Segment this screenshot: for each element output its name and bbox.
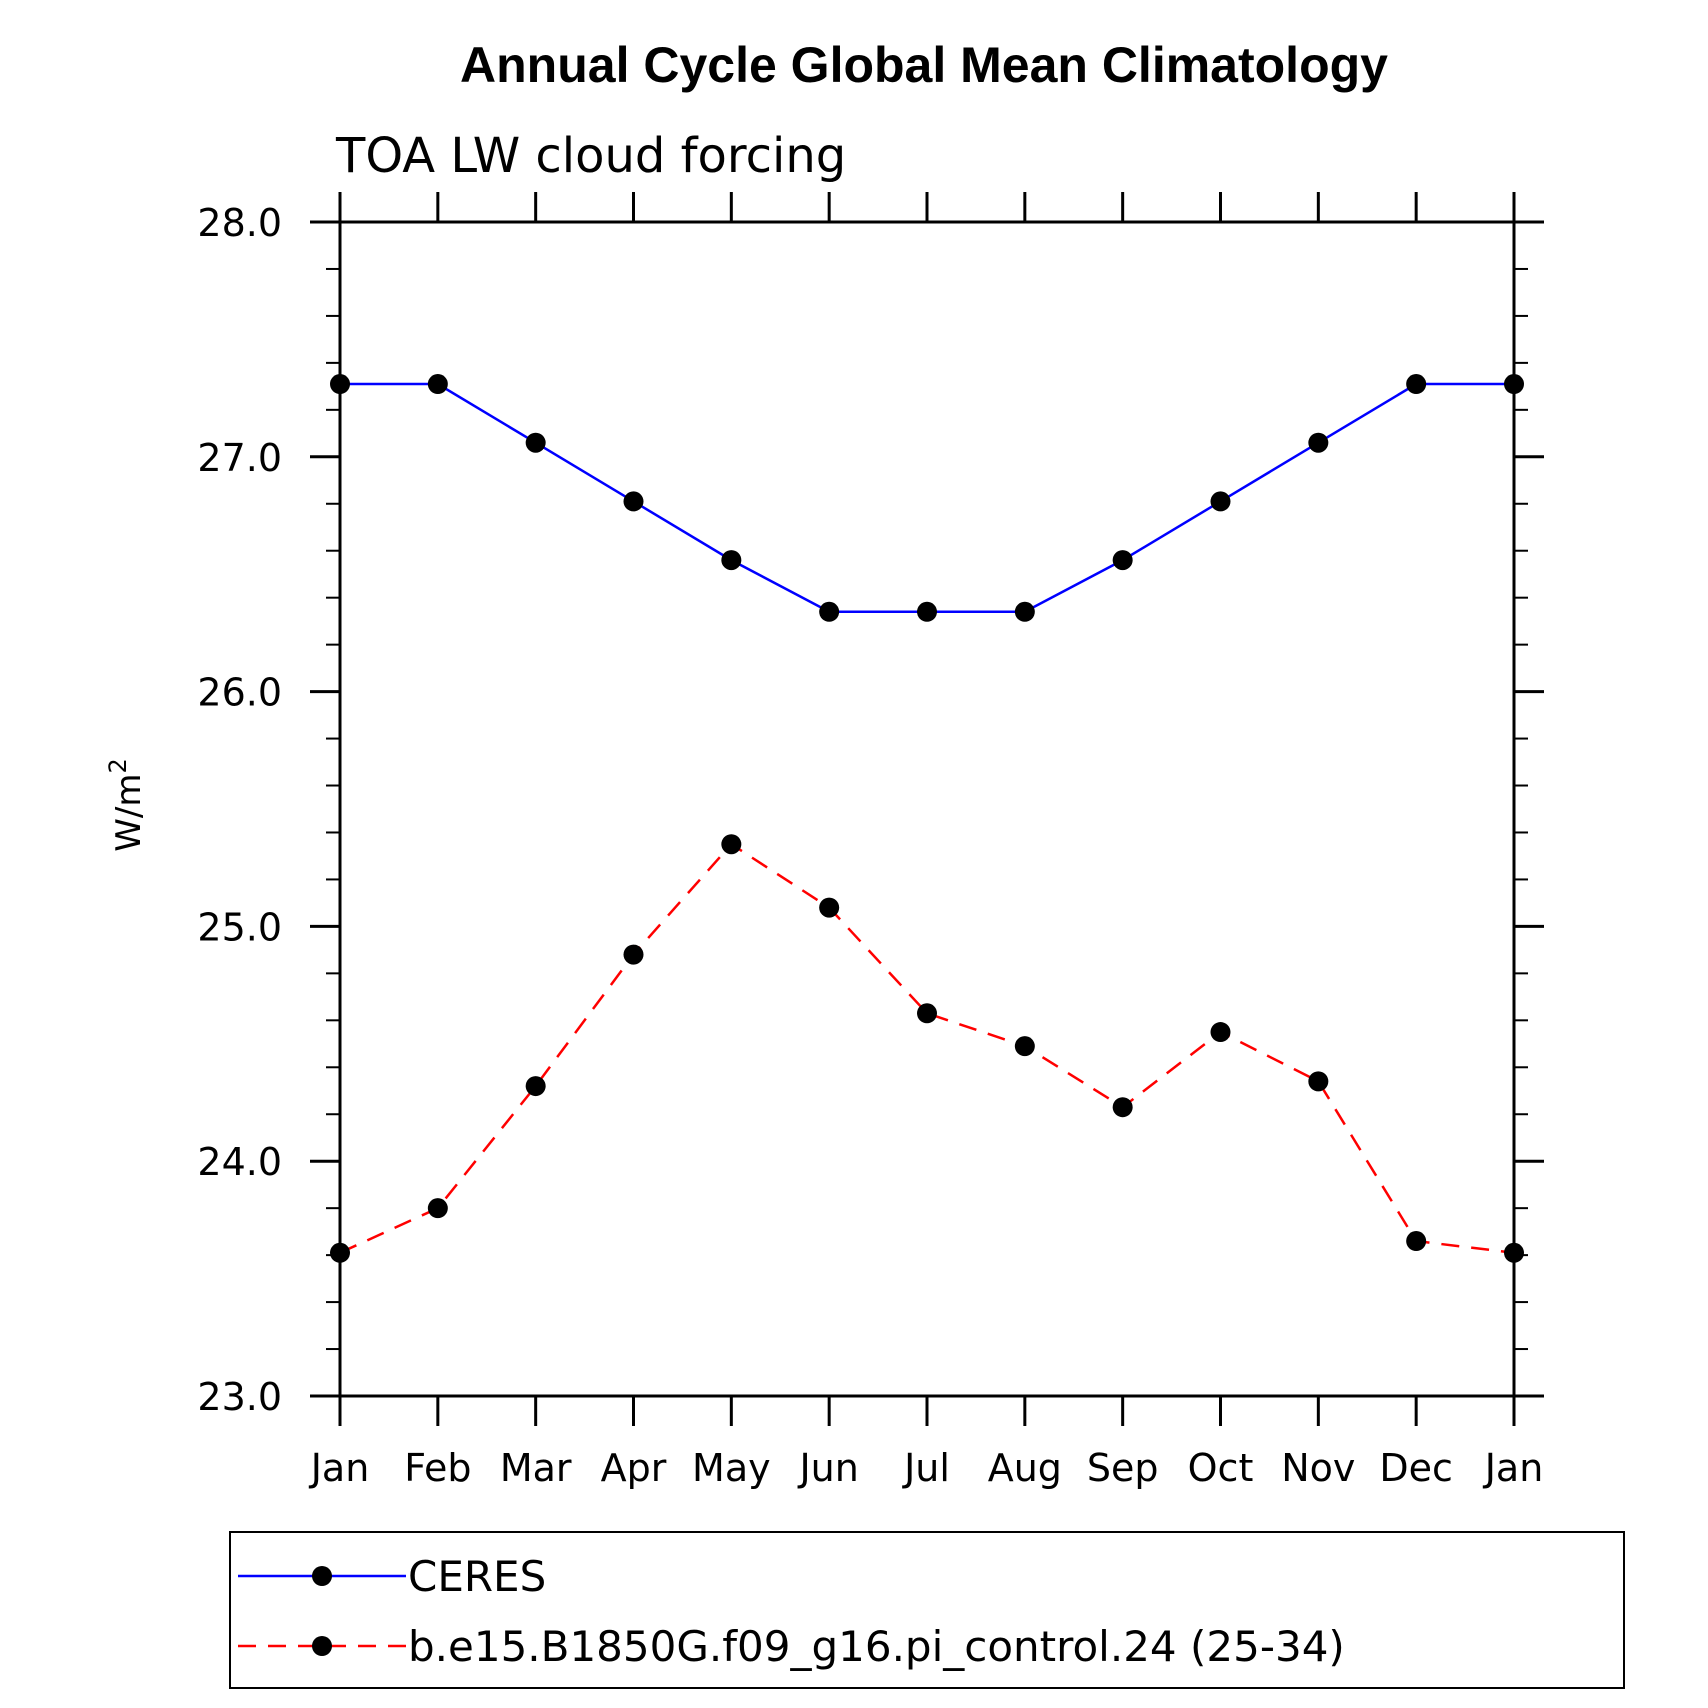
y-tick-label: 25.0 — [197, 905, 282, 949]
y-tick-label: 28.0 — [197, 201, 282, 245]
x-tick-label: Feb — [404, 1446, 471, 1490]
series-1-point — [1406, 1231, 1427, 1252]
series-1-point — [721, 834, 742, 855]
chart-subtitle: TOA LW cloud forcing — [335, 128, 846, 184]
series-1-point — [1112, 1097, 1133, 1118]
series-1-point — [427, 1198, 448, 1219]
y-axis-label-text: W/m — [109, 774, 149, 852]
series-1-point — [819, 897, 840, 918]
x-tick-label: Dec — [1379, 1446, 1453, 1490]
x-tick-label: Jul — [902, 1446, 950, 1490]
series-0-point — [1406, 374, 1427, 395]
series-1-point — [917, 1003, 937, 1024]
legend: CERES b.e15.B1850G.f09_g16.pi_control.24 … — [229, 1531, 1625, 1689]
y-tick-label: 24.0 — [197, 1140, 282, 1184]
series-0-point — [330, 374, 350, 395]
series-1-point — [1210, 1022, 1231, 1043]
plot-area: 23.0 24.0 25.0 26.0 27.0 28.0 Jan Feb Mar Apr May J… — [197, 192, 1544, 1490]
x-tick-label: Jan — [309, 1446, 370, 1490]
x-tick-label: Aug — [988, 1446, 1062, 1490]
series-1-point — [1308, 1071, 1329, 1092]
x-tick-label: Jun — [797, 1446, 858, 1490]
legend-label-1: b.e15.B1850G.f09_g16.pi_control.24 (25-3… — [408, 1622, 1345, 1671]
legend-marker-1 — [312, 1636, 332, 1656]
series-1-point — [1504, 1242, 1524, 1263]
series-line-0 — [340, 382, 1514, 614]
x-tick-label: Nov — [1281, 1446, 1355, 1490]
x-tick-label: Sep — [1087, 1446, 1159, 1490]
series-0-point — [623, 491, 644, 512]
y-tick-label: 26.0 — [197, 671, 282, 715]
series-line-1 — [339, 842, 1515, 1255]
plot-frame — [338, 220, 1516, 1398]
series-0-point — [525, 432, 546, 453]
series-0-point — [427, 374, 448, 395]
series-1-point — [330, 1242, 350, 1263]
x-tick-label: May — [692, 1446, 771, 1490]
series-0-point — [1014, 601, 1035, 622]
y-axis-label-superscript: 2 — [104, 758, 132, 773]
x-tick-label: Jan — [1483, 1446, 1544, 1490]
y-tick-label: 23.0 — [197, 1375, 282, 1419]
series-0-point — [1112, 550, 1133, 571]
x-tick-label: Mar — [500, 1446, 572, 1490]
series-0-point — [1504, 374, 1524, 395]
series-0-point — [1210, 491, 1231, 512]
legend-marker-0 — [312, 1566, 332, 1586]
x-tick-label: Oct — [1188, 1446, 1254, 1490]
chart-title: Annual Cycle Global Mean Climatology — [460, 37, 1388, 93]
series-1-point — [1014, 1036, 1035, 1057]
series-1-point — [623, 944, 644, 965]
series-1-point — [525, 1076, 546, 1097]
series-0-point — [819, 601, 840, 622]
y-axis-label: W/m2 — [104, 758, 149, 851]
series-0-point — [721, 550, 742, 571]
x-tick-label: Apr — [601, 1446, 667, 1490]
y-tick-label: 27.0 — [197, 436, 282, 480]
series-0-point — [917, 601, 937, 622]
legend-label-0: CERES — [408, 1552, 546, 1601]
legend-box — [229, 1531, 1625, 1689]
series-0-point — [1308, 432, 1329, 453]
